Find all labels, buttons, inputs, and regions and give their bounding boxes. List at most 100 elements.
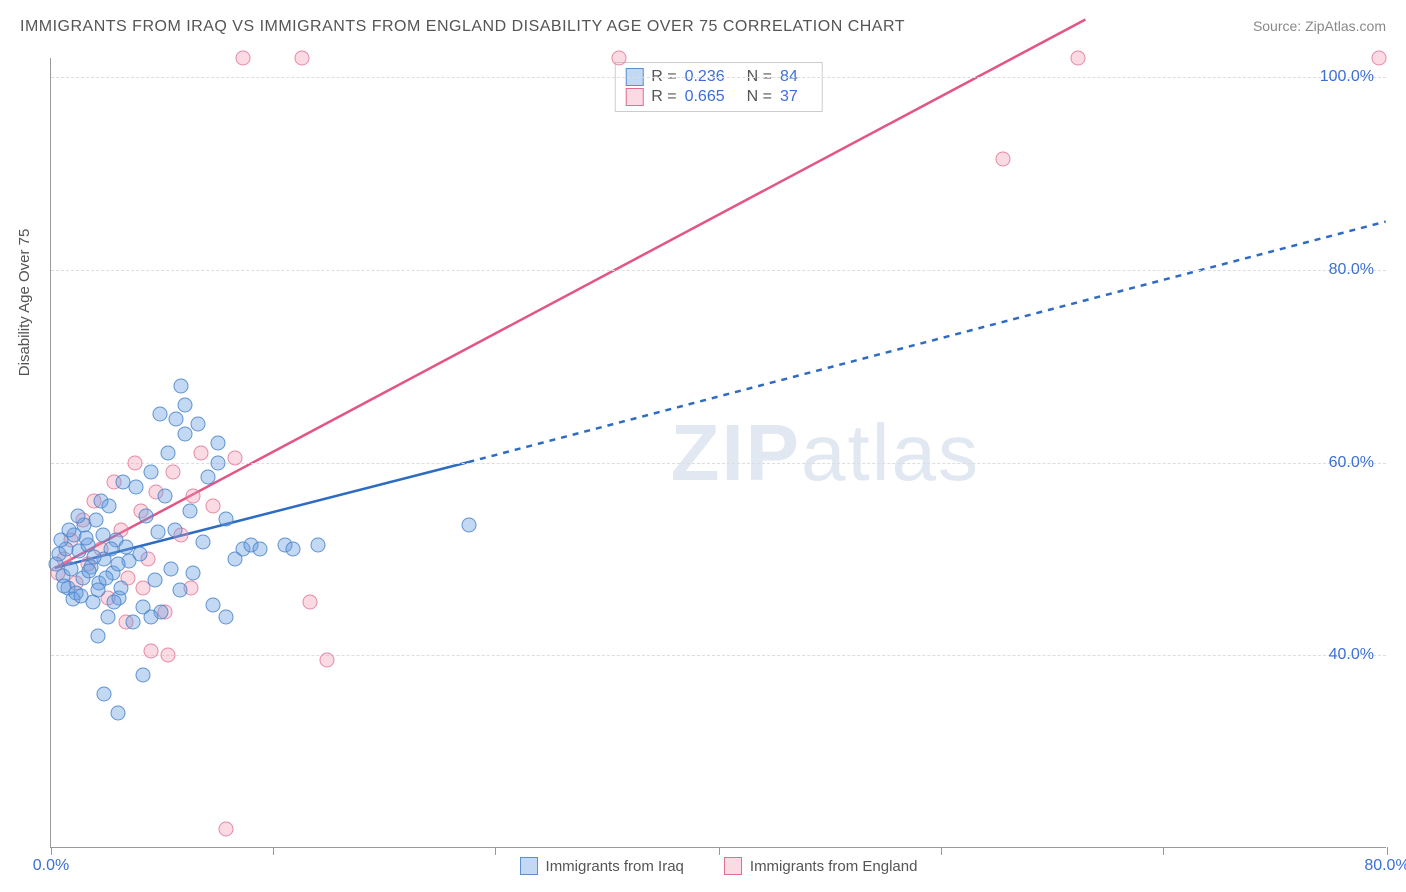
x-tick [719, 847, 720, 855]
scatter-point-pink [302, 595, 317, 610]
legend-series-name: Immigrants from England [750, 858, 918, 875]
y-tick-label: 60.0% [1329, 454, 1374, 472]
scatter-point-blue [82, 563, 97, 578]
legend-r-value: 0.665 [685, 88, 725, 106]
scatter-point-blue [147, 573, 162, 588]
scatter-point-blue [90, 629, 105, 644]
legend-item-pink: Immigrants from England [724, 857, 918, 875]
scatter-point-blue [79, 530, 94, 545]
scatter-point-blue [157, 489, 172, 504]
scatter-point-pink [1071, 51, 1086, 66]
scatter-point-blue [150, 525, 165, 540]
scatter-point-blue [95, 527, 110, 542]
scatter-point-blue [144, 465, 159, 480]
legend-swatch-pink [724, 857, 742, 875]
scatter-point-blue [57, 578, 72, 593]
scatter-point-blue [110, 706, 125, 721]
scatter-point-blue [252, 542, 267, 557]
scatter-point-blue [114, 580, 129, 595]
legend-swatch-pink [625, 88, 643, 106]
scatter-point-blue [205, 598, 220, 613]
scatter-point-blue [89, 513, 104, 528]
scatter-point-blue [177, 426, 192, 441]
scatter-point-blue [100, 609, 115, 624]
scatter-point-blue [182, 503, 197, 518]
scatter-point-blue [177, 397, 192, 412]
y-axis-label: Disability Age Over 75 [16, 229, 33, 377]
scatter-point-blue [219, 609, 234, 624]
x-tick [1387, 847, 1388, 855]
regression-line [468, 222, 1385, 463]
scatter-plot-area: ZIPatlas R = 0.236 N = 84 R = 0.665 N = … [50, 58, 1386, 848]
scatter-point-blue [174, 378, 189, 393]
scatter-point-blue [62, 523, 77, 538]
regression-lines-svg [51, 58, 1386, 847]
scatter-point-blue [185, 566, 200, 581]
scatter-point-blue [102, 498, 117, 513]
y-tick-label: 100.0% [1320, 68, 1374, 86]
scatter-point-pink [185, 489, 200, 504]
scatter-point-blue [104, 542, 119, 557]
x-tick [1163, 847, 1164, 855]
scatter-point-blue [219, 511, 234, 526]
regression-line [55, 20, 1086, 568]
scatter-point-pink [236, 51, 251, 66]
scatter-point-pink [165, 465, 180, 480]
scatter-point-blue [167, 523, 182, 538]
x-tick [941, 847, 942, 855]
series-legend: Immigrants from Iraq Immigrants from Eng… [520, 857, 918, 875]
scatter-point-blue [144, 609, 159, 624]
scatter-point-pink [127, 455, 142, 470]
scatter-point-blue [135, 667, 150, 682]
correlation-legend: R = 0.236 N = 84 R = 0.665 N = 37 [614, 62, 823, 112]
scatter-point-blue [160, 446, 175, 461]
scatter-point-blue [200, 470, 215, 485]
scatter-point-pink [227, 450, 242, 465]
source-attribution: Source: ZipAtlas.com [1253, 18, 1386, 34]
source-label: Source: [1253, 18, 1301, 34]
scatter-point-blue [87, 550, 102, 565]
x-tick [495, 847, 496, 855]
scatter-point-blue [125, 614, 140, 629]
scatter-point-pink [144, 643, 159, 658]
gridline-h [51, 463, 1386, 464]
legend-n-label: N = [747, 88, 772, 106]
legend-swatch-blue [520, 857, 538, 875]
x-tick [51, 847, 52, 855]
scatter-point-blue [195, 534, 210, 549]
scatter-point-pink [205, 498, 220, 513]
y-tick-label: 40.0% [1329, 646, 1374, 664]
scatter-point-blue [311, 537, 326, 552]
legend-row-pink: R = 0.665 N = 37 [625, 87, 812, 107]
scatter-point-blue [139, 508, 154, 523]
scatter-point-blue [132, 547, 147, 562]
legend-n-value: 37 [780, 88, 798, 106]
x-tick [273, 847, 274, 855]
scatter-point-blue [172, 582, 187, 597]
scatter-point-blue [74, 588, 89, 603]
scatter-point-blue [169, 412, 184, 427]
scatter-point-pink [160, 648, 175, 663]
scatter-point-pink [294, 51, 309, 66]
scatter-point-blue [286, 542, 301, 557]
scatter-point-blue [70, 508, 85, 523]
scatter-point-pink [1371, 51, 1386, 66]
y-tick-label: 80.0% [1329, 261, 1374, 279]
scatter-point-blue [461, 518, 476, 533]
scatter-point-blue [97, 686, 112, 701]
scatter-point-blue [211, 455, 226, 470]
legend-r-label: R = [651, 88, 676, 106]
scatter-point-blue [164, 561, 179, 576]
scatter-point-blue [129, 479, 144, 494]
legend-series-name: Immigrants from Iraq [546, 858, 684, 875]
chart-title: IMMIGRANTS FROM IRAQ VS IMMIGRANTS FROM … [20, 18, 905, 36]
scatter-point-blue [107, 595, 122, 610]
x-tick-label: 0.0% [33, 857, 69, 875]
scatter-point-blue [152, 407, 167, 422]
x-tick-label: 80.0% [1364, 857, 1406, 875]
source-link[interactable]: ZipAtlas.com [1305, 18, 1386, 34]
scatter-point-pink [995, 152, 1010, 167]
gridline-h [51, 77, 1386, 78]
scatter-point-pink [194, 446, 209, 461]
scatter-point-blue [211, 436, 226, 451]
